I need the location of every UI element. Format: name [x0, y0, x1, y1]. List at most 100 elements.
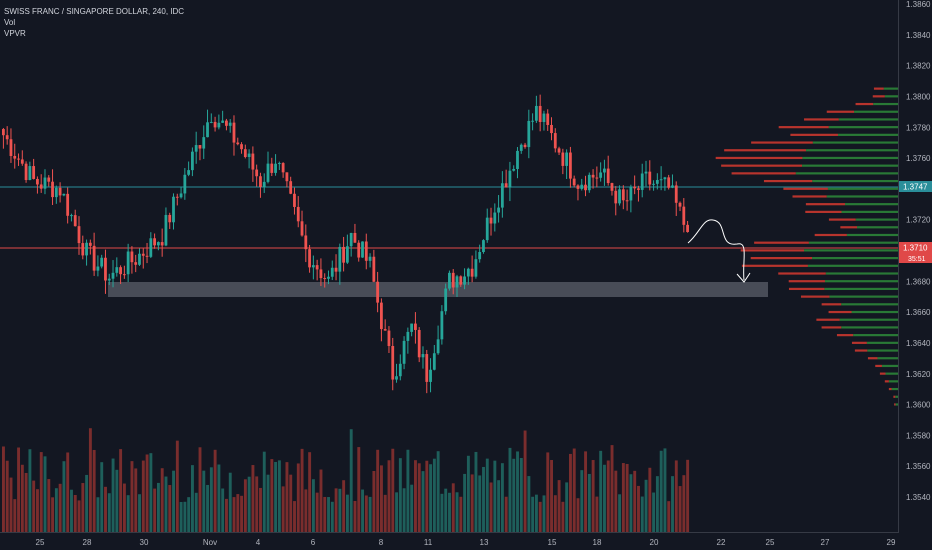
candle-body: [345, 246, 349, 263]
candle-body: [281, 163, 285, 173]
projection-arrow[interactable]: [687, 219, 745, 281]
chart-legend[interactable]: SWISS FRANC / SINGAPORE DOLLAR, 240, IDC…: [4, 6, 184, 39]
volume-bar: [247, 476, 251, 532]
volume-bar: [104, 486, 107, 532]
candle-body: [183, 174, 187, 194]
candle-body: [368, 256, 372, 261]
candle-body: [421, 354, 425, 358]
candle-body: [429, 369, 432, 382]
vpvr-up-bar: [895, 403, 898, 406]
volume-bar: [497, 480, 501, 532]
candle-body: [565, 152, 569, 166]
volume-bar: [308, 452, 312, 532]
candle-body: [304, 235, 308, 250]
candle-body: [603, 168, 606, 173]
candle-body: [580, 184, 584, 189]
candle-body: [674, 185, 678, 203]
volume-bar: [43, 456, 47, 532]
vpvr-down-bar: [821, 326, 842, 329]
candle-body: [383, 329, 387, 331]
volume-bar: [232, 497, 236, 532]
volume-bar: [270, 459, 274, 532]
vpvr-up-bar: [853, 334, 898, 337]
vpvr-down-bar: [855, 102, 874, 106]
volume-bar: [209, 467, 213, 532]
candle-body: [576, 185, 580, 189]
volume-bar: [432, 458, 436, 532]
volume-bar: [145, 454, 149, 532]
volume-bar: [406, 449, 410, 532]
candle-body: [221, 120, 225, 123]
volume-bar: [92, 449, 96, 532]
symbol-title[interactable]: SWISS FRANC / SINGAPORE DOLLAR, 240, IDC: [4, 7, 185, 16]
candle-body: [489, 217, 493, 224]
volume-bar: [572, 448, 576, 532]
price-tick-label: 1.3540: [906, 493, 931, 502]
projection-arrowhead: [736, 272, 751, 283]
volume-bar: [20, 464, 24, 532]
volume-bar: [240, 495, 244, 532]
volume-bar: [482, 466, 485, 532]
volume-bar: [383, 494, 387, 532]
vpvr-down-bar: [867, 357, 878, 360]
vpvr-up-bar: [825, 272, 898, 275]
vpvr-down-bar: [788, 287, 825, 291]
volume-bar: [414, 460, 417, 532]
vol-indicator-label[interactable]: Vol: [4, 18, 16, 27]
price-axis[interactable]: 1.3860 1.3840 1.3820 1.3800 1.3780 1.3760 1.37…: [898, 0, 932, 550]
volume-bar: [553, 495, 557, 532]
candle-body: [633, 186, 637, 189]
candle-body: [640, 173, 644, 190]
vpvr-down-bar: [715, 156, 803, 160]
price-tick-label: 1.3560: [906, 462, 931, 471]
candle-body: [391, 346, 395, 380]
candle-body: [349, 232, 353, 247]
volume-bar: [255, 476, 259, 532]
candle-body: [686, 224, 689, 233]
volume-bar: [489, 482, 493, 532]
volume-bar: [459, 496, 463, 532]
time-axis[interactable]: 25 28 30 Nov 4 6 8 11 13 15 18 20 22 25 27 29: [0, 532, 932, 550]
vpvr-up-bar: [866, 341, 898, 344]
candle-body: [644, 171, 648, 174]
price-tick-label: 1.3840: [906, 31, 931, 40]
time-tick-label: 22: [717, 538, 726, 547]
vpvr-down-bar: [875, 364, 882, 368]
vpvr-up-bar: [883, 87, 898, 90]
vpvr-indicator-label[interactable]: VPVR: [4, 29, 26, 38]
candle-body: [236, 142, 240, 145]
volume-bar: [504, 496, 508, 532]
candle-body: [330, 267, 334, 277]
volume-bar: [478, 475, 482, 532]
candle-body: [380, 302, 383, 330]
candle-body: [527, 120, 531, 148]
candle-body: [141, 253, 145, 256]
volume-bar: [455, 492, 459, 532]
volume-bar: [141, 460, 145, 532]
candle-body: [621, 189, 625, 201]
candle-body: [296, 206, 300, 222]
volume-bar: [191, 465, 194, 532]
candle-body: [663, 177, 667, 180]
candle-body: [648, 171, 652, 185]
candle-body: [88, 242, 92, 246]
price-tick-label: 1.3640: [906, 339, 931, 348]
volume-bar: [523, 430, 527, 532]
candle-body: [172, 196, 175, 223]
candle-body: [629, 186, 633, 201]
volume-bar: [9, 477, 13, 532]
candle-body: [247, 153, 251, 158]
time-tick-label: 4: [256, 538, 261, 547]
volume-bar: [107, 493, 111, 532]
price-tick-label: 1.3800: [906, 92, 931, 101]
volume-bar: [58, 483, 62, 532]
volume-bar: [2, 446, 5, 532]
support-zone[interactable]: [108, 282, 768, 297]
vpvr-down-bar: [778, 126, 829, 129]
vpvr-down-bar: [851, 341, 867, 344]
volume-bar: [274, 461, 278, 532]
price-tick-label: 1.3720: [906, 216, 931, 225]
volume-bar: [122, 483, 126, 532]
candle-body: [444, 288, 448, 312]
